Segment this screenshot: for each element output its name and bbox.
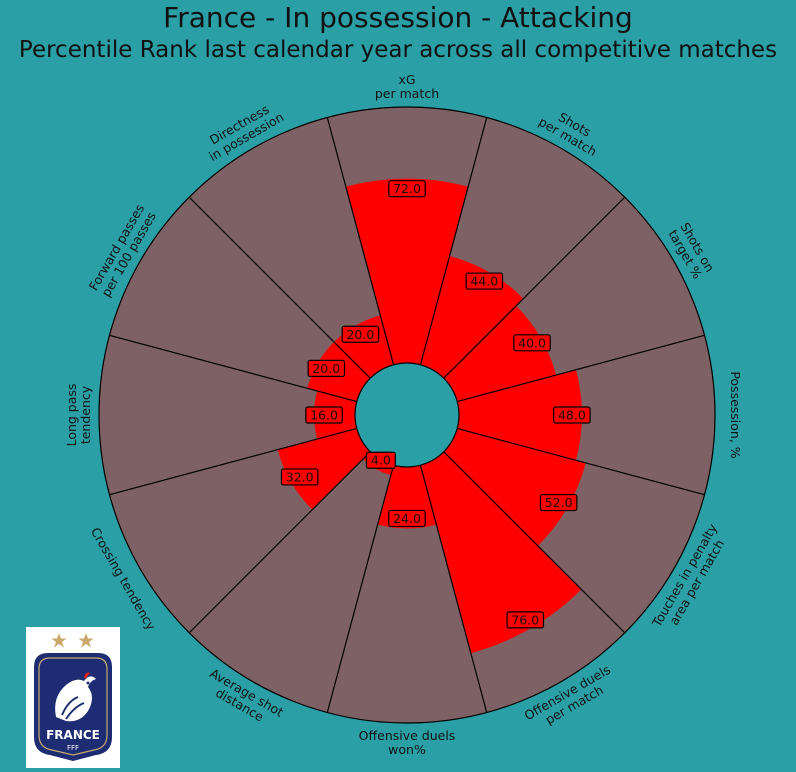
- chart-title: France - In possession - Attacking: [163, 1, 633, 34]
- value-slice: [443, 305, 557, 402]
- value-labels: 72.0 44.0 40.0 48.0 52.0 76.0 24.0 4.0 32.0 16.0 2…: [280, 180, 591, 629]
- value-slices: [277, 178, 586, 654]
- value-label-text: 76.0: [511, 612, 539, 627]
- background-slice: [189, 117, 394, 379]
- divider-line: [457, 334, 705, 403]
- star-icon: [78, 633, 94, 648]
- value-label: 72.0: [388, 180, 426, 198]
- background-slice: [109, 197, 371, 402]
- divider-line: [188, 451, 371, 634]
- value-label: 20.0: [307, 359, 346, 377]
- logo-subtext: FFF: [67, 744, 79, 752]
- value-label: 20.0: [341, 325, 380, 343]
- divider-line: [326, 117, 395, 365]
- outer-ring: [98, 106, 716, 724]
- value-slice: [457, 369, 582, 461]
- divider-line: [443, 451, 626, 634]
- divider-line: [188, 196, 371, 379]
- value-label: 76.0: [506, 611, 545, 629]
- divider-line: [443, 196, 626, 379]
- value-label-text: 24.0: [393, 511, 421, 526]
- value-label-text: 52.0: [545, 495, 573, 510]
- value-label-text: 20.0: [346, 327, 374, 342]
- value-label-text: 72.0: [393, 181, 421, 196]
- background-slice: [327, 465, 487, 723]
- chart-subtitle: Percentile Rank last calendar year acros…: [18, 37, 778, 63]
- value-label: 48.0: [553, 406, 591, 424]
- value-slice: [345, 178, 469, 365]
- center-hole: [354, 362, 460, 468]
- value-label: 52.0: [539, 493, 578, 512]
- value-label-text: 40.0: [518, 335, 546, 350]
- divider-line: [109, 334, 357, 403]
- value-label-text: 48.0: [558, 408, 586, 423]
- divider-line: [419, 465, 488, 713]
- team-logo: FRANCE FFF: [26, 627, 120, 768]
- background-slice: [98, 335, 357, 495]
- divider-line: [109, 427, 357, 496]
- value-label: 24.0: [388, 509, 426, 528]
- value-label-text: 16.0: [310, 408, 338, 423]
- logo-text: FRANCE: [46, 728, 100, 742]
- category-label: Possession, %: [728, 371, 743, 458]
- value-label: 40.0: [513, 334, 551, 352]
- value-label: 44.0: [465, 272, 504, 290]
- value-label: 16.0: [305, 406, 343, 424]
- divider-line: [457, 427, 705, 496]
- value-label-text: 20.0: [312, 361, 340, 376]
- category-label: Long passtendency: [64, 384, 93, 447]
- divider-line: [326, 465, 395, 713]
- background-slice: [189, 451, 394, 713]
- divider-lines: [98, 106, 716, 724]
- rooster-icon: [55, 672, 96, 722]
- value-slice: [277, 428, 371, 510]
- divider-line: [419, 117, 488, 365]
- category-label: xG per match: [375, 72, 439, 101]
- value-slice: [420, 451, 582, 654]
- value-slice: [443, 428, 586, 546]
- category-label: Offensive duels won%: [359, 728, 456, 757]
- value-label-text: 4.0: [371, 453, 391, 468]
- value-label: 4.0: [365, 451, 396, 469]
- star-icon: [51, 633, 67, 648]
- value-label-text: 32.0: [286, 469, 314, 484]
- value-label-text: 44.0: [470, 274, 498, 289]
- value-label: 32.0: [280, 468, 319, 486]
